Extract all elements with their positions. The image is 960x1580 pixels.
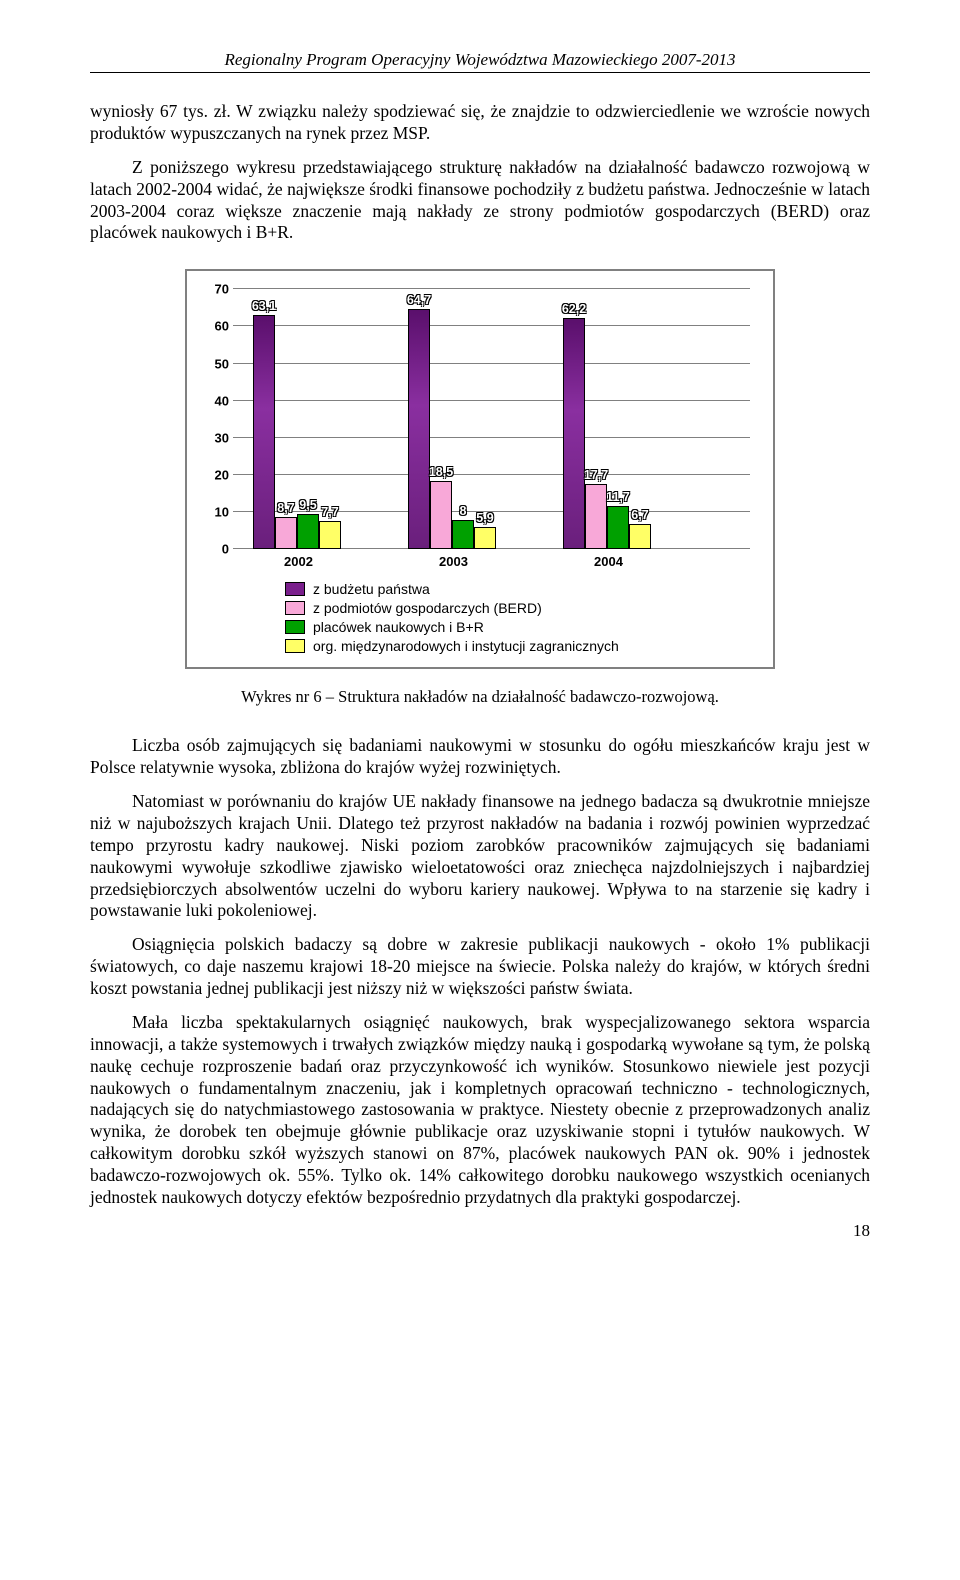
y-tick-label: 30 bbox=[205, 430, 229, 445]
bar bbox=[563, 318, 585, 549]
bar bbox=[408, 309, 430, 549]
bar bbox=[297, 514, 319, 549]
x-tick-label: 2004 bbox=[594, 554, 623, 569]
legend-swatch bbox=[285, 582, 305, 596]
year-group: 62,217,711,76,72004 bbox=[563, 289, 654, 549]
bar bbox=[275, 517, 297, 549]
bar-value-label: 8 bbox=[460, 504, 467, 518]
bar-value-label: 18,5 bbox=[429, 465, 453, 479]
paragraph-3: Liczba osób zajmujących się badaniami na… bbox=[90, 735, 870, 779]
bar bbox=[253, 315, 275, 549]
year-group: 64,718,585,92003 bbox=[408, 289, 499, 549]
bar-value-label: 11,7 bbox=[606, 490, 630, 504]
legend-label: placówek naukowych i B+R bbox=[313, 619, 484, 635]
bar-value-label: 6,7 bbox=[631, 508, 648, 522]
legend-label: org. międzynarodowych i instytucji zagra… bbox=[313, 638, 619, 654]
x-tick-label: 2002 bbox=[284, 554, 313, 569]
legend-item: z budżetu państwa bbox=[285, 581, 755, 597]
y-tick-label: 50 bbox=[205, 356, 229, 371]
paragraph-5: Osiągnięcia polskich badaczy są dobre w … bbox=[90, 934, 870, 1000]
legend-item: org. międzynarodowych i instytucji zagra… bbox=[285, 638, 755, 654]
bar-value-label: 62,2 bbox=[562, 302, 586, 316]
bar bbox=[430, 481, 452, 550]
bar-value-label: 17,7 bbox=[584, 468, 608, 482]
legend-label: z budżetu państwa bbox=[313, 581, 430, 597]
y-tick-label: 70 bbox=[205, 282, 229, 297]
bar-value-label: 64,7 bbox=[407, 293, 431, 307]
bar bbox=[319, 521, 341, 550]
x-tick-label: 2003 bbox=[439, 554, 468, 569]
y-tick-label: 0 bbox=[205, 542, 229, 557]
legend-swatch bbox=[285, 639, 305, 653]
paragraph-1: wyniosły 67 tys. zł. W związku należy sp… bbox=[90, 101, 870, 145]
chart-caption: Wykres nr 6 – Struktura nakładów na dzia… bbox=[90, 687, 870, 707]
y-tick-label: 20 bbox=[205, 467, 229, 482]
legend-item: placówek naukowych i B+R bbox=[285, 619, 755, 635]
bar bbox=[607, 506, 629, 549]
bar-value-label: 7,7 bbox=[321, 505, 338, 519]
legend-item: z podmiotów gospodarczych (BERD) bbox=[285, 600, 755, 616]
bar-value-label: 9,5 bbox=[299, 498, 316, 512]
chart-legend: z budżetu państwa z podmiotów gospodarczy… bbox=[285, 581, 755, 654]
y-tick-label: 10 bbox=[205, 505, 229, 520]
legend-label: z podmiotów gospodarczych (BERD) bbox=[313, 600, 542, 616]
bar-value-label: 5,9 bbox=[476, 511, 493, 525]
bar bbox=[452, 520, 474, 550]
page-number: 18 bbox=[90, 1221, 870, 1241]
bar bbox=[585, 484, 607, 550]
bar bbox=[629, 524, 651, 549]
paragraph-4: Natomiast w porównaniu do krajów UE nakł… bbox=[90, 791, 870, 922]
legend-swatch bbox=[285, 601, 305, 615]
legend-swatch bbox=[285, 620, 305, 634]
bar-value-label: 8,7 bbox=[277, 501, 294, 515]
year-group: 63,18,79,57,72002 bbox=[253, 289, 344, 549]
y-tick-label: 60 bbox=[205, 319, 229, 334]
paragraph-2: Z poniższego wykresu przedstawiającego s… bbox=[90, 157, 870, 245]
chart-container: 0 10 20 30 40 50 60 70 63,1 8,7 9,5 7,7 2002 64,7 18,… bbox=[185, 269, 775, 669]
bar-chart: 0 10 20 30 40 50 60 70 63,1 8,7 9,5 7,7 2002 64,7 18,… bbox=[185, 269, 775, 669]
paragraph-6: Mała liczba spektakularnych osiągnięć na… bbox=[90, 1012, 870, 1209]
bar-value-label: 63,1 bbox=[252, 299, 276, 313]
bar bbox=[474, 527, 496, 549]
y-tick-label: 40 bbox=[205, 393, 229, 408]
page-header: Regionalny Program Operacyjny Województw… bbox=[90, 50, 870, 73]
